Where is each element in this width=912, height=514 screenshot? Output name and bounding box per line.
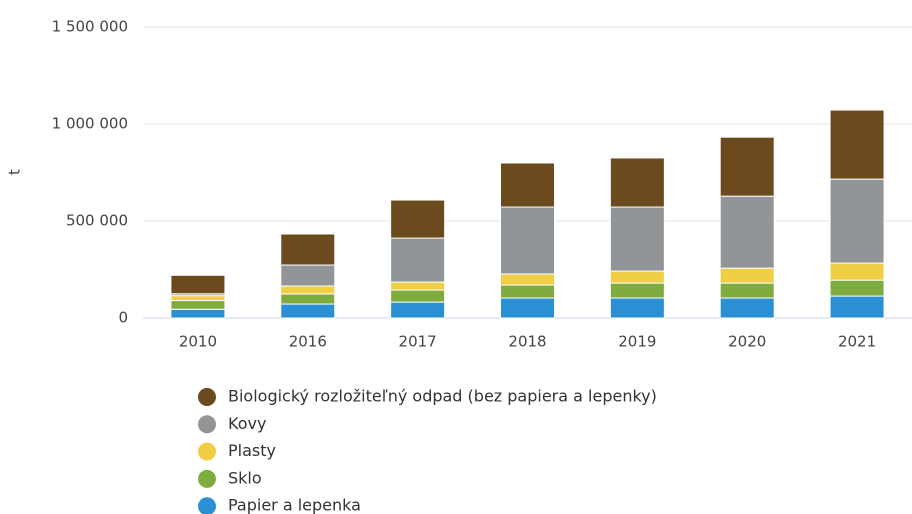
legend-label: Biologický rozložiteľný odpad (bez papie…	[228, 387, 657, 406]
bar-segment	[609, 157, 665, 208]
x-tick-label: 2016	[289, 333, 327, 351]
bar-segment	[500, 284, 555, 299]
bar-segment	[500, 273, 555, 286]
bar-segment	[719, 267, 775, 284]
bar-segment	[829, 279, 885, 297]
bar-segment	[280, 293, 336, 305]
y-tick-label: 1 000 000	[52, 115, 128, 133]
bar-segment	[170, 308, 226, 319]
bar-segment	[500, 206, 555, 275]
bar-segment	[500, 162, 555, 208]
legend-label: Sklo	[228, 468, 262, 487]
y-tick-label: 500 000	[66, 212, 128, 230]
legend-label: Papier a lepenka	[228, 496, 361, 514]
bar-segment	[390, 237, 446, 283]
legend-marker	[198, 388, 216, 406]
y-axis-label: t	[6, 169, 24, 175]
bar-segment	[609, 206, 665, 272]
legend: Papier a lepenka Sklo Plasty Kovy Biologický…	[198, 387, 657, 514]
legend-marker	[198, 469, 216, 488]
y-tick-label: 1 500 000	[52, 18, 128, 36]
bar-segment	[280, 233, 336, 266]
bar-segment	[280, 264, 336, 287]
bar-segment	[719, 195, 775, 269]
x-tick-label: 2017	[399, 333, 437, 351]
x-tick-label: 2021	[838, 333, 876, 351]
bar-segment	[170, 274, 226, 295]
x-tick-label: 2019	[618, 333, 656, 351]
bar-segment	[170, 295, 226, 302]
legend-label: Kovy	[228, 414, 266, 433]
bar-segment	[719, 282, 775, 299]
y-tick-label: 0	[118, 309, 128, 327]
bar-segment	[390, 199, 446, 239]
bar-segment	[609, 270, 665, 284]
bar-segment	[390, 289, 446, 303]
bar-segment	[829, 262, 885, 281]
bar-segment	[829, 109, 885, 180]
bar-segment	[609, 282, 665, 299]
bar-segment	[829, 295, 885, 319]
legend-label: Plasty	[228, 441, 276, 460]
legend-marker	[198, 442, 216, 461]
x-tick-label: 2010	[179, 333, 217, 351]
legend-marker	[198, 497, 216, 514]
x-tick-label: 2018	[508, 333, 546, 351]
bar-segment	[170, 300, 226, 310]
legend-marker	[198, 415, 216, 434]
bar-segment	[280, 285, 336, 295]
bar-segment	[829, 178, 885, 264]
bar-segment	[719, 136, 775, 197]
x-tick-label: 2020	[728, 333, 766, 351]
bar-segment	[390, 301, 446, 319]
bar-segment	[719, 297, 775, 319]
bar-segment	[390, 281, 446, 291]
bar-segment	[500, 297, 555, 319]
bar-segment	[280, 303, 336, 319]
bar-segment	[609, 297, 665, 319]
